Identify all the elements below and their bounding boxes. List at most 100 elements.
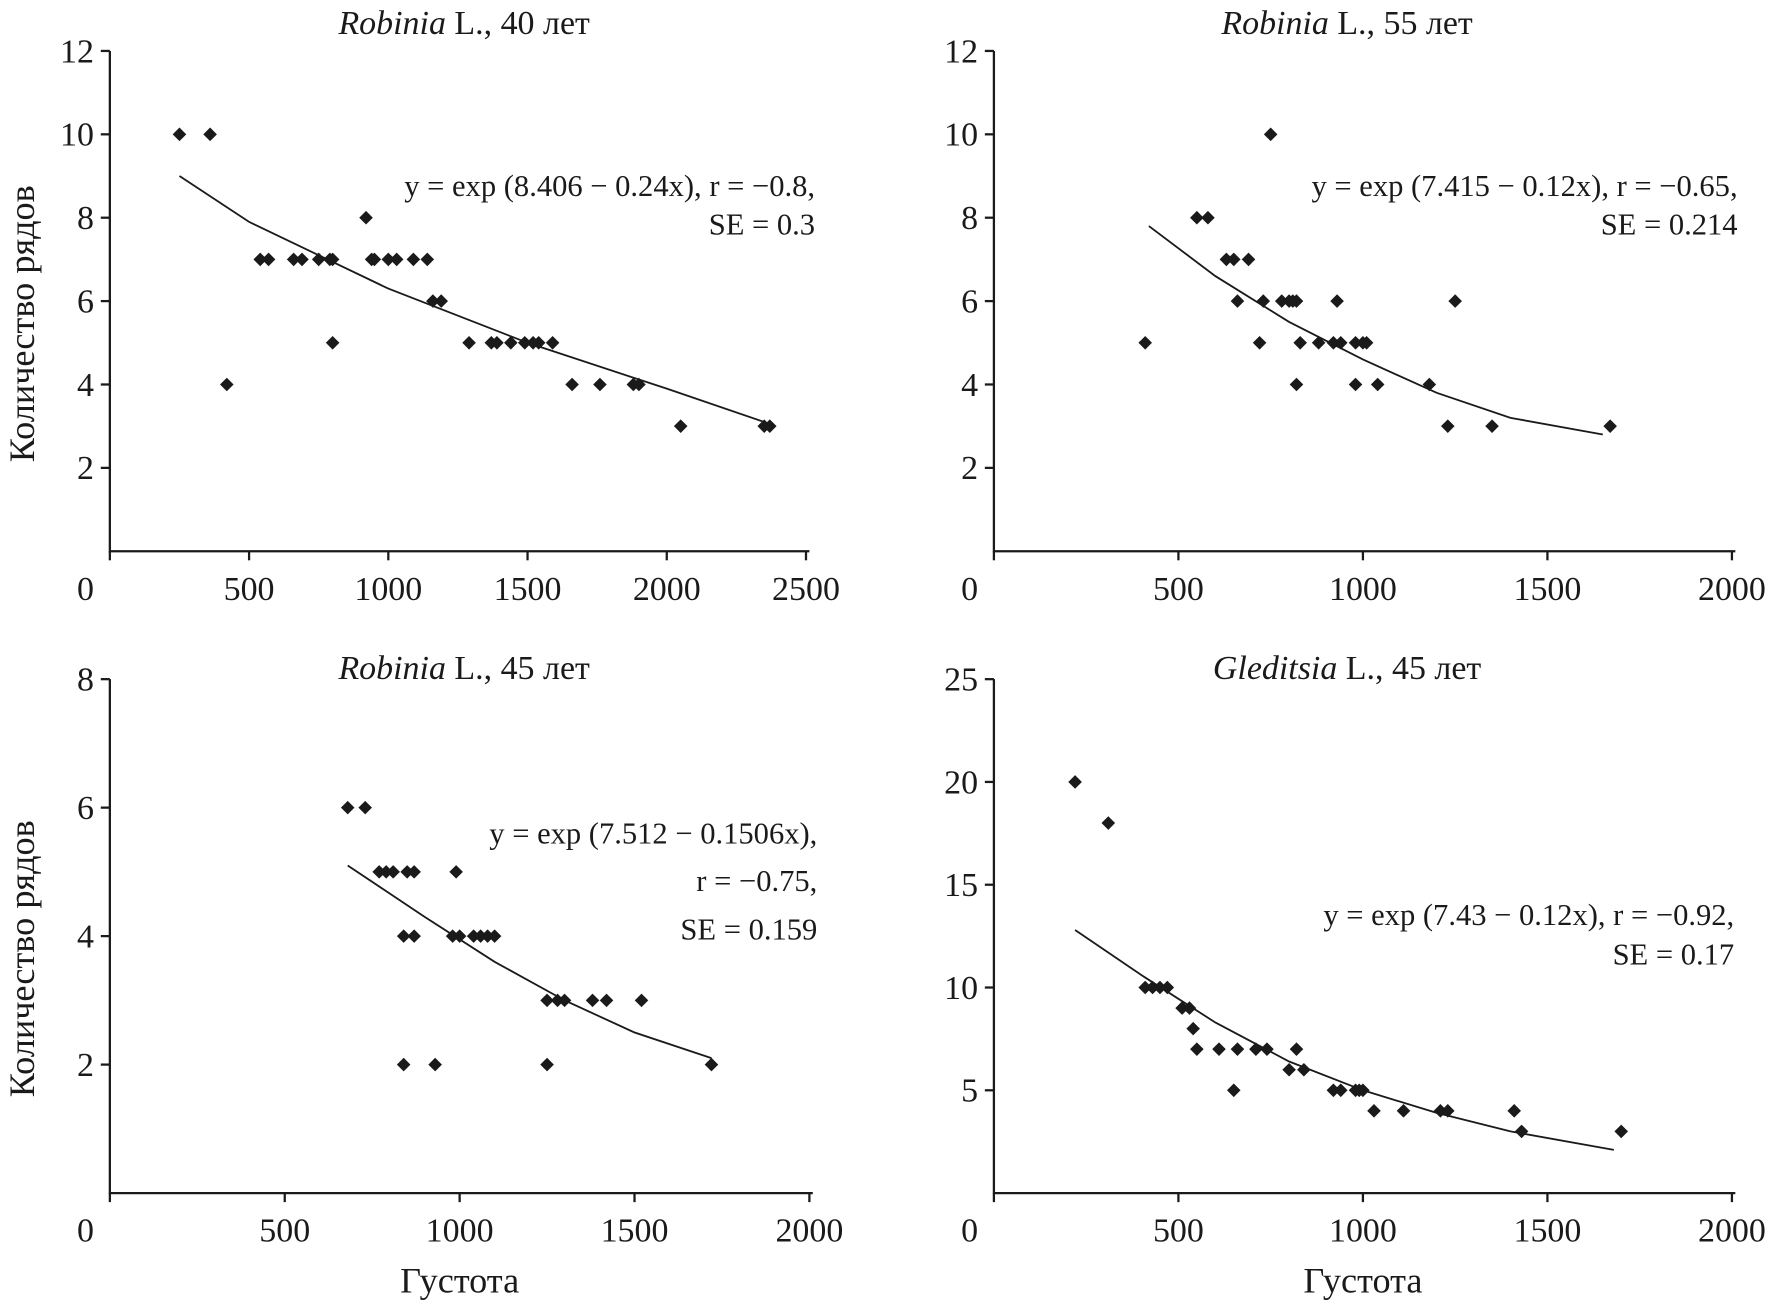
title-genus: Robinia [337,650,445,687]
data-point [1370,377,1385,392]
data-point [1241,252,1256,267]
data-point [557,993,572,1008]
data-point [253,252,268,267]
data-point [367,252,382,267]
data-point [1603,419,1617,433]
equation: y = exp (8.406 − 0.24x), r = −0.8, [404,169,815,203]
y-tick-label: 6 [77,790,94,827]
data-point [1440,419,1455,433]
x-tick-label: 1500 [601,1213,669,1250]
panel-title: Robinia L., 45 лет [337,650,590,687]
y-tick-label: 10 [944,117,978,154]
data-point [1212,1042,1226,1056]
equation: y = exp (7.415 − 0.12x), r = −0.65, [1311,169,1737,203]
data-point [1289,1042,1304,1056]
data-point [1256,294,1271,308]
data-point [1396,1104,1411,1118]
equation: SE = 0.3 [709,207,815,241]
data-point [261,252,276,267]
y-tick-label: 8 [961,200,978,237]
data-point [406,252,421,267]
data-point [1333,335,1348,350]
data-point [396,1057,411,1072]
data-point [487,929,502,943]
y-tick-label: 6 [961,283,978,320]
data-point [286,252,301,267]
data-point [545,335,560,350]
title-rest: L., 45 лет [454,650,590,687]
data-point [1422,377,1437,392]
data-point [203,127,217,142]
data-point [1219,252,1234,267]
x-tick-label: 0 [961,1213,978,1250]
y-tick-label: 4 [961,367,978,404]
equation: y = exp (7.512 − 0.1506x), [489,816,817,850]
x-tick-label: 2000 [1698,571,1766,608]
y-tick-label: 2 [961,450,978,487]
data-point [1190,210,1204,225]
data-point [1160,980,1175,995]
data-point [1293,335,1307,350]
data-point [445,929,460,943]
data-point [540,1057,554,1072]
y-tick-label: 12 [944,33,978,70]
data-point [449,865,463,879]
data-point [434,294,449,308]
data-point [452,929,467,943]
data-point [407,929,421,943]
x-tick-label: 1000 [426,1213,494,1250]
axis-spines [992,50,1736,553]
data-point [1226,252,1241,267]
title-rest: L., 40 лет [454,5,590,42]
x-tick-label: 2000 [633,571,701,608]
data-point [1433,1104,1448,1118]
x-tick-label: 500 [259,1213,310,1250]
data-point [585,993,600,1008]
x-tick-label: 0 [77,1213,94,1250]
data-point [295,252,309,267]
x-axis-label: Густота [400,1261,519,1301]
data-point [1101,816,1116,830]
data-point [632,377,646,392]
x-tick-label: 1000 [1329,1213,1397,1250]
data-point [389,252,404,267]
data-point [1186,1021,1200,1036]
data-point [1145,980,1160,995]
data-point [1182,1001,1197,1015]
data-point [1153,980,1167,995]
title-genus: Robinia [1220,5,1328,42]
data-point [1333,1083,1348,1098]
equation: r = −0.75, [696,864,817,898]
y-tick-label: 8 [77,661,94,698]
data-point [420,252,435,267]
data-point [1330,294,1344,308]
data-point [1440,1104,1455,1118]
data-point [550,993,565,1008]
data-point [381,252,396,267]
data-point [763,419,777,433]
panel-title: Robinia L., 40 лет [337,5,590,42]
data-point [1507,1104,1522,1118]
trend-line [1148,225,1603,436]
trend-line [1074,929,1615,1151]
data-point [1485,419,1499,433]
data-point [1274,294,1289,308]
axis-spines [992,679,1736,1195]
data-point [634,993,649,1008]
title-rest: L., 45 лет [1346,650,1482,687]
data-point [1348,335,1363,350]
equation: y = exp (7.43 − 0.12x), r = −0.92, [1323,898,1734,932]
x-tick-label: 1000 [1329,571,1397,608]
data-point [1230,1042,1245,1056]
data-point [1175,1001,1189,1015]
data-point [1263,127,1278,142]
y-tick-label: 20 [944,764,978,801]
data-point [372,865,386,879]
data-point [428,1057,442,1072]
x-tick-label: 1000 [354,571,422,608]
data-point [1138,980,1152,995]
data-point [407,865,421,879]
y-axis-label: Количество рядов [2,820,42,1097]
y-tick-label: 5 [961,1073,978,1110]
